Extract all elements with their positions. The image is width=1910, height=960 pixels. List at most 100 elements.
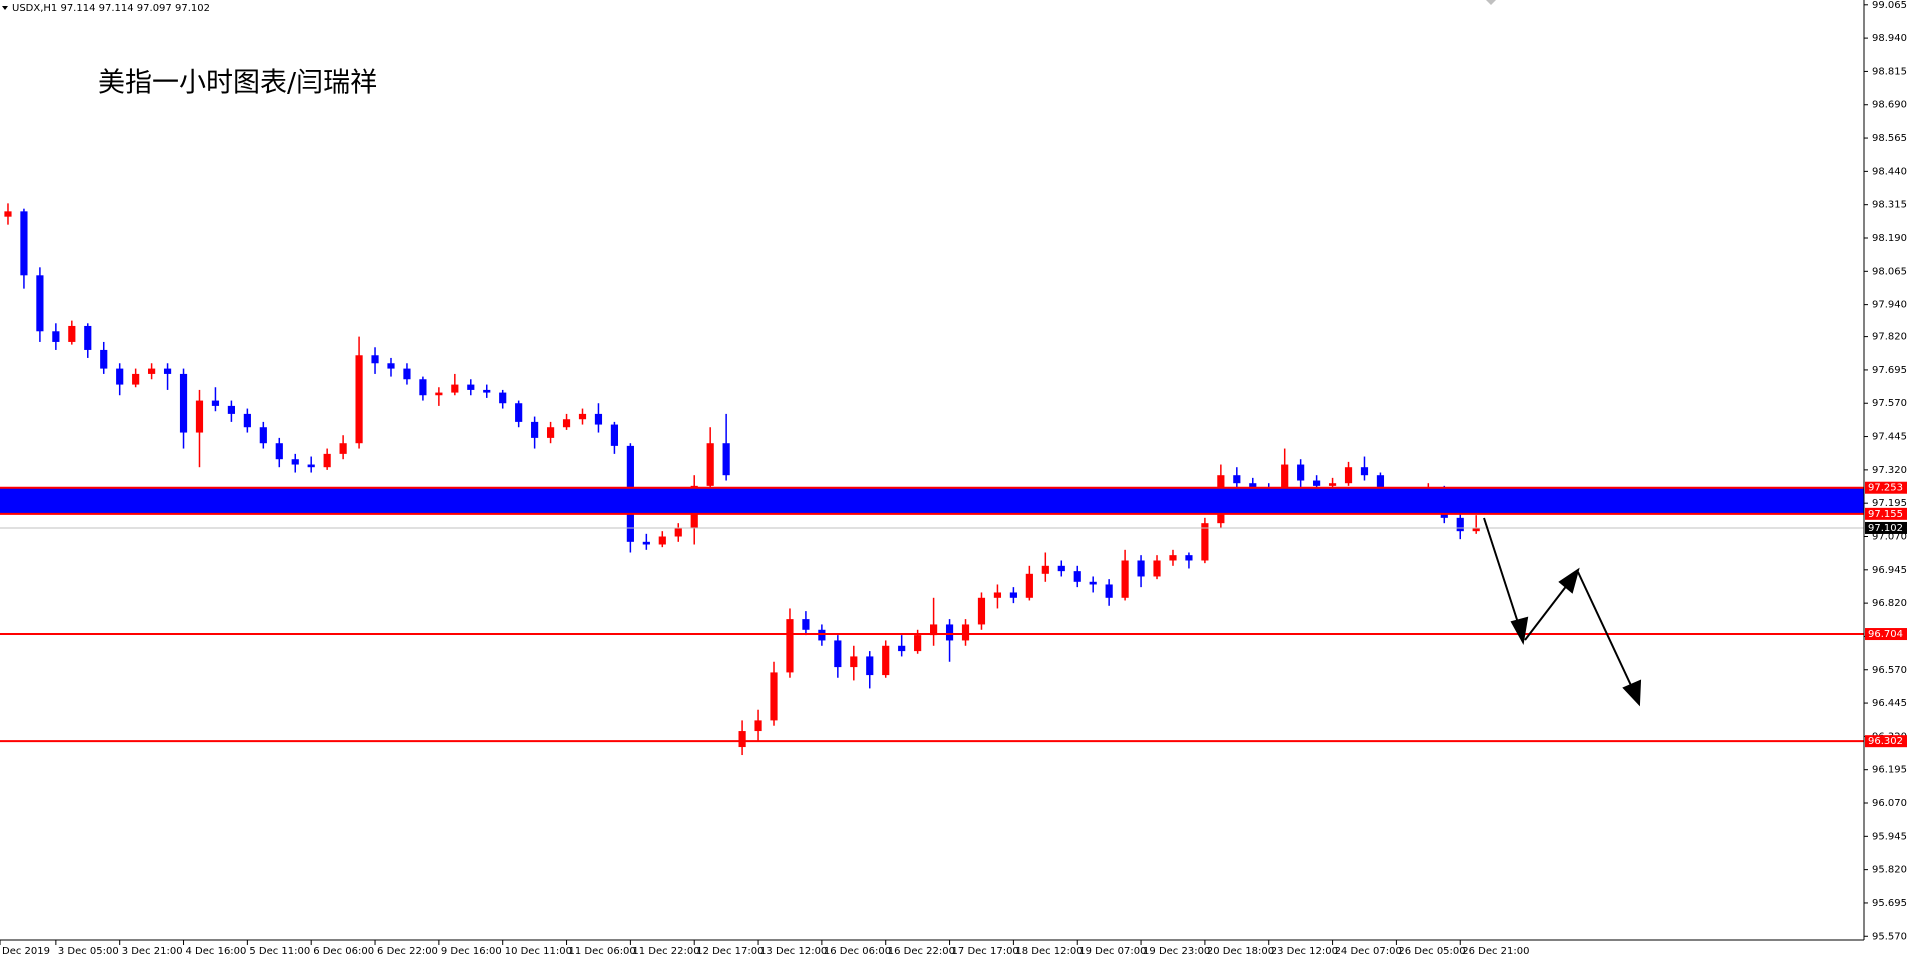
- candle-body: [834, 640, 842, 668]
- candle-body: [1249, 483, 1257, 489]
- candle-body: [195, 400, 204, 433]
- x-tick-label: 3 Dec 21:00: [122, 946, 183, 957]
- level-box: [1865, 628, 1907, 641]
- candle-body: [1185, 555, 1193, 561]
- y-tick-label: 96.945: [1872, 565, 1907, 576]
- candle-body: [562, 419, 571, 428]
- candle-body: [1456, 517, 1464, 532]
- y-tick-label: 96.570: [1872, 665, 1907, 676]
- level-label: 97.155: [1868, 509, 1903, 520]
- candle-body: [1009, 592, 1017, 598]
- candle-body: [1169, 555, 1177, 561]
- x-tick-label: 10 Dec 11:00: [505, 946, 572, 957]
- candle-body: [1313, 480, 1321, 486]
- y-tick-label: 96.820: [1872, 598, 1907, 609]
- x-tick-label: 6 Dec 06:00: [313, 946, 374, 957]
- candle-body: [1297, 464, 1305, 481]
- candle-body: [68, 325, 76, 342]
- y-tick-label: 97.070: [1872, 531, 1907, 542]
- candle-body: [977, 597, 986, 625]
- x-tick-label: 12 Dec 17:00: [696, 946, 763, 957]
- quote: USDX,H1 97.114 97.114 97.097 97.102: [12, 3, 210, 14]
- y-tick-label: 97.570: [1872, 398, 1907, 409]
- candle-body: [802, 619, 810, 630]
- candle-body: [898, 645, 906, 652]
- candle-body: [211, 400, 220, 406]
- x-tick-label: 26 Dec 05:00: [1398, 946, 1465, 957]
- candle-body: [578, 413, 587, 420]
- candle-body: [1472, 528, 1480, 532]
- candle-body: [355, 355, 363, 444]
- candle-body: [403, 368, 411, 380]
- y-tick-label: 95.570: [1872, 931, 1907, 942]
- x-tick-label: 16 Dec 06:00: [824, 946, 891, 957]
- y-tick-label: 97.820: [1872, 332, 1907, 343]
- x-tick-label: 26 Dec 21:00: [1462, 946, 1529, 957]
- scroll-marker: [1486, 0, 1496, 5]
- x-tick-label: 13 Dec 12:00: [760, 946, 827, 957]
- y-tick-label: 96.070: [1872, 798, 1907, 809]
- zone: [0, 487, 1864, 514]
- candle-body: [387, 363, 395, 369]
- y-tick-label: 95.695: [1872, 898, 1907, 909]
- last-price-label: 97.102: [1868, 523, 1903, 534]
- candle-body: [4, 211, 12, 217]
- candle-body: [163, 368, 172, 374]
- y-tick-label: 96.445: [1872, 698, 1907, 709]
- y-tick-label: 97.695: [1872, 365, 1907, 376]
- candle-body: [1057, 565, 1065, 572]
- x-tick-label: 6 Dec 22:00: [377, 946, 438, 957]
- candle-body: [179, 373, 188, 433]
- x-tick-label: 23 Dec 12:00: [1271, 946, 1338, 957]
- candle-body: [642, 541, 650, 545]
- y-tick-label: 97.195: [1872, 498, 1907, 509]
- candle-body: [100, 349, 108, 369]
- level-box: [1865, 507, 1907, 520]
- candle-body: [419, 379, 427, 396]
- candle-body: [499, 392, 507, 404]
- candle-body: [1121, 560, 1129, 598]
- y-tick-label: 97.445: [1872, 432, 1907, 443]
- x-tick-label: 4 Dec 16:00: [186, 946, 247, 957]
- y-tick-label: 99.065: [1872, 0, 1907, 11]
- candle-body: [116, 368, 124, 385]
- candle-body: [706, 443, 714, 486]
- y-tick-label: 95.945: [1872, 831, 1907, 842]
- candle-body: [132, 373, 140, 385]
- y-tick-label: 98.565: [1872, 133, 1907, 144]
- level-label: 96.704: [1868, 629, 1903, 640]
- candle-body: [84, 325, 92, 350]
- x-tick-label: 11 Dec 22:00: [632, 946, 699, 957]
- candle-body: [945, 624, 954, 641]
- y-tick-label: 98.815: [1872, 66, 1907, 77]
- x-tick-label: 16 Dec 22:00: [888, 946, 955, 957]
- y-tick-label: 97.940: [1872, 300, 1907, 311]
- candle-body: [531, 421, 539, 438]
- y-tick-label: 97.320: [1872, 465, 1907, 476]
- candle-body: [818, 629, 826, 641]
- candle-body: [323, 453, 331, 468]
- candle-body: [866, 656, 874, 676]
- candle-body: [1281, 464, 1289, 492]
- y-tick-label: 98.315: [1872, 200, 1907, 211]
- candle-body: [451, 384, 459, 393]
- arrow-down: [1483, 517, 1522, 633]
- chart-title: 美指一小时图表/闫瑞祥: [98, 68, 377, 99]
- y-tick-label: 98.690: [1872, 100, 1907, 111]
- candle-body: [1089, 581, 1097, 585]
- candle-body: [770, 672, 778, 721]
- candle-body: [914, 635, 922, 652]
- candle-body: [1153, 560, 1161, 577]
- x-tick-label: 24 Dec 07:00: [1335, 946, 1402, 957]
- level-label: 96.302: [1868, 736, 1903, 747]
- candle-body: [786, 619, 794, 673]
- x-tick-label: 3 Dec 05:00: [58, 946, 119, 957]
- candle-body: [259, 427, 267, 444]
- candle-body: [1041, 565, 1049, 574]
- x-tick-label: 5 Dec 11:00: [249, 946, 310, 957]
- candle-body: [738, 731, 746, 748]
- arrow-down: [1577, 571, 1636, 695]
- x-tick-label: 9 Dec 16:00: [441, 946, 502, 957]
- level-box: [1865, 735, 1907, 748]
